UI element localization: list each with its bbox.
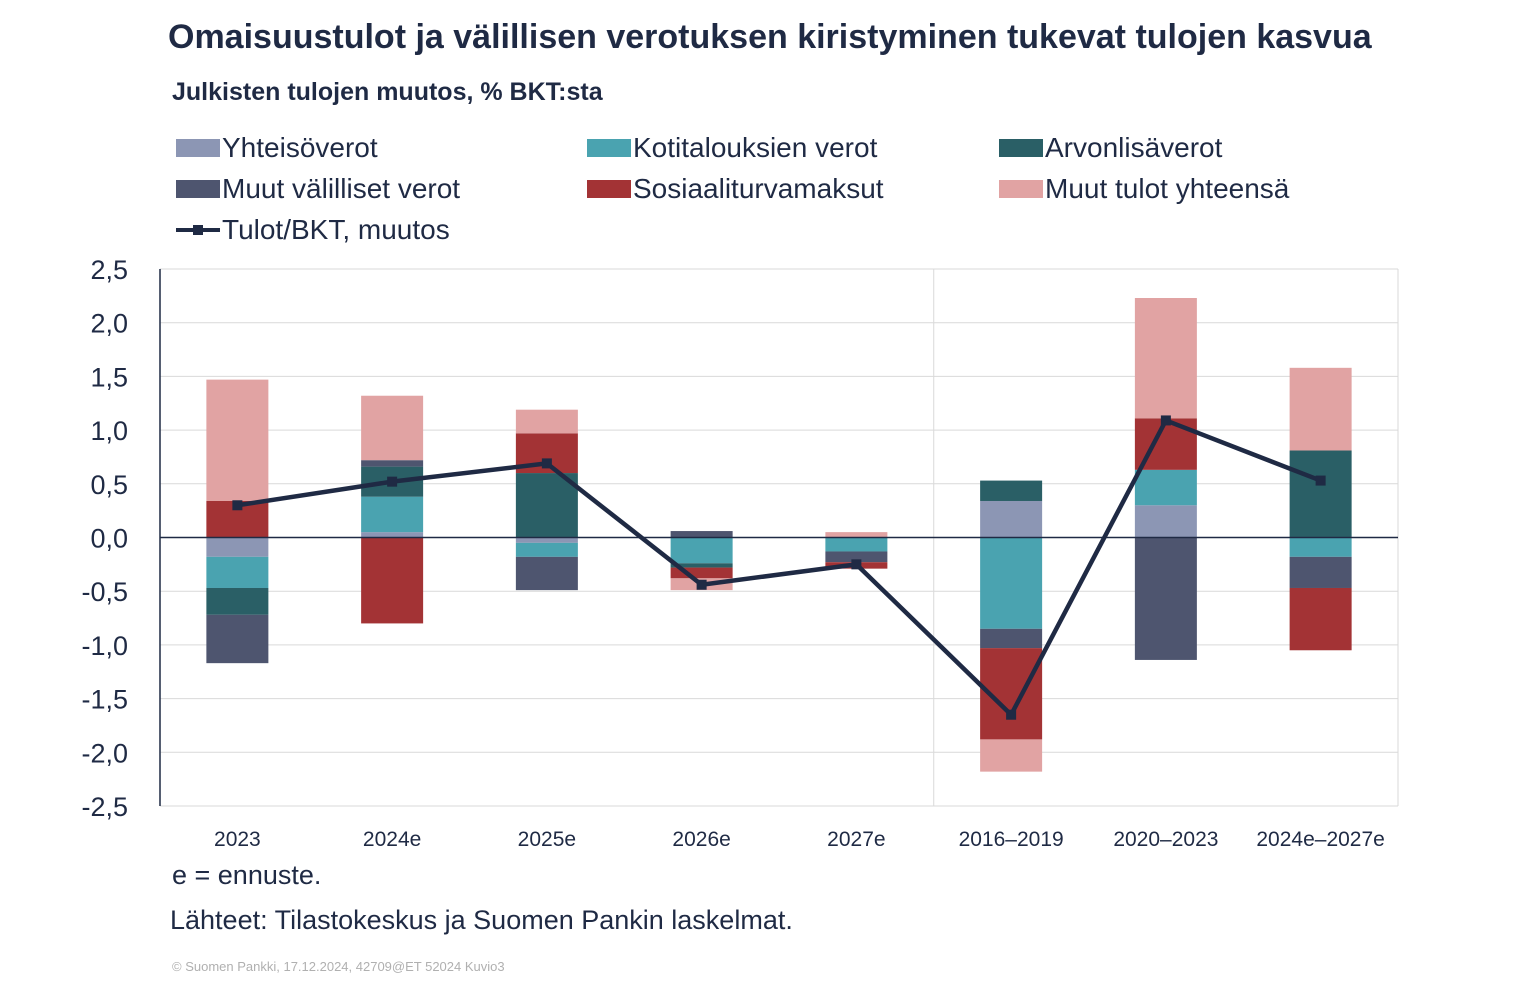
- bar-segment: [670, 537, 733, 564]
- legend-item-muut-tulot-yhteensa: Muut tulot yhteensä: [999, 171, 1289, 207]
- y-tick-label: 2,5: [90, 255, 128, 285]
- bar-segment: [1289, 450, 1352, 538]
- chart-title: Omaisuustulot ja välillisen verotuksen k…: [168, 18, 1372, 56]
- bar-segment: [206, 379, 269, 501]
- y-tick-label: 0,5: [90, 470, 128, 500]
- legend-label: Arvonlisäverot: [1045, 132, 1223, 163]
- bar-segment: [361, 537, 424, 624]
- bar-segment: [980, 480, 1043, 501]
- x-tick-label: 2016–2019: [959, 828, 1064, 851]
- copyright-note: © Suomen Pankki, 17.12.2024, 42709@ET 52…: [172, 959, 505, 974]
- bar-segment: [980, 628, 1043, 649]
- y-tick-label: -2,0: [81, 738, 128, 768]
- legend-item-sosiaaliturvamaksut: Sosiaaliturvamaksut: [587, 171, 884, 207]
- bar-segment: [206, 556, 269, 588]
- line-marker: [387, 476, 398, 487]
- bar-segment: [206, 537, 269, 557]
- bar-segment: [361, 496, 424, 533]
- line-marker: [851, 559, 862, 570]
- bar-segment: [361, 532, 424, 538]
- line-marker: [232, 500, 243, 511]
- legend: Yhteisöverot Kotitalouksien verot Arvonl…: [176, 130, 1376, 254]
- bar-segment: [515, 542, 578, 557]
- y-tick-label: 1,0: [90, 416, 128, 446]
- bar-segment: [670, 567, 733, 579]
- bar-segment: [1134, 297, 1197, 419]
- legend-swatch: [999, 139, 1043, 157]
- line-marker: [1160, 415, 1171, 426]
- source-note: Lähteet: Tilastokeskus ja Suomen Pankin …: [170, 905, 793, 935]
- y-tick-label: -1,0: [81, 631, 128, 661]
- x-tick-label: 2024e: [363, 828, 421, 851]
- legend-item-arvonlisaverot: Arvonlisäverot: [999, 130, 1222, 166]
- x-tick-label: 2027e: [827, 828, 885, 851]
- bar-segment: [980, 500, 1043, 538]
- bar-segment: [515, 473, 578, 538]
- bar-segment: [1289, 556, 1352, 588]
- bar-segment: [1134, 505, 1197, 538]
- y-tick-label: -0,5: [81, 577, 128, 607]
- legend-label: Tulot/BKT, muutos: [222, 214, 450, 245]
- bar-segment: [1134, 469, 1197, 506]
- bar-segment: [1134, 537, 1197, 660]
- bar-segment: [515, 409, 578, 434]
- legend-item-yhteisoverot: Yhteisöverot: [176, 130, 378, 166]
- chart-subtitle: Julkisten tulojen muutos, % BKT:sta: [172, 78, 603, 106]
- bar-segment: [515, 537, 578, 543]
- line-marker: [696, 579, 707, 590]
- y-tick-label: -2,5: [81, 792, 128, 822]
- forecast-note: e = ennuste.: [172, 860, 322, 890]
- legend-label: Muut välilliset verot: [222, 173, 461, 204]
- y-tick-label: 2,0: [90, 309, 128, 339]
- legend-line-swatch: [176, 221, 220, 239]
- x-tick-label: 2020–2023: [1113, 828, 1218, 851]
- legend-item-tulot-bkt-muutos: Tulot/BKT, muutos: [176, 212, 450, 248]
- bar-segment: [670, 531, 733, 538]
- bar-segment: [825, 537, 888, 552]
- x-tick-label: 2024e–2027e: [1256, 828, 1384, 851]
- legend-swatch: [176, 139, 220, 157]
- legend-swatch: [587, 180, 631, 198]
- bar-segment: [361, 460, 424, 467]
- line-marker: [1315, 475, 1326, 486]
- legend-swatch: [587, 139, 631, 157]
- bar-segment: [670, 563, 733, 568]
- legend-swatch: [999, 180, 1043, 198]
- y-tick-label: 0,0: [90, 524, 128, 554]
- y-tick-label: -1,5: [81, 685, 128, 715]
- bar-segment: [980, 739, 1043, 772]
- x-tick-label: 2025e: [518, 828, 576, 851]
- bar-segment: [1289, 587, 1352, 651]
- x-tick-label: 2023: [214, 828, 261, 851]
- legend-label: Kotitalouksien verot: [633, 132, 878, 163]
- bar-segment: [1289, 367, 1352, 451]
- bar-segment: [206, 587, 269, 615]
- bar-segment: [206, 614, 269, 664]
- bar-segment: [825, 551, 888, 563]
- x-tick-label: 2026e: [672, 828, 730, 851]
- revenue-change-line: [237, 418, 1322, 717]
- line-marker: [541, 458, 552, 469]
- legend-item-muut-valilliset-verot: Muut välilliset verot: [176, 171, 460, 207]
- bar-segment: [1289, 537, 1352, 557]
- legend-swatch: [176, 180, 220, 198]
- legend-item-kotitalouksien-verot: Kotitalouksien verot: [587, 130, 877, 166]
- line-marker: [1006, 709, 1017, 720]
- bar-segment: [515, 556, 578, 591]
- legend-label: Sosiaaliturvamaksut: [633, 173, 884, 204]
- bar-segment: [361, 395, 424, 461]
- bar-segment: [825, 532, 888, 538]
- legend-label: Yhteisöverot: [222, 132, 378, 163]
- legend-label: Muut tulot yhteensä: [1045, 173, 1290, 204]
- bar-segment: [980, 537, 1043, 629]
- y-tick-label: 1,5: [90, 362, 128, 392]
